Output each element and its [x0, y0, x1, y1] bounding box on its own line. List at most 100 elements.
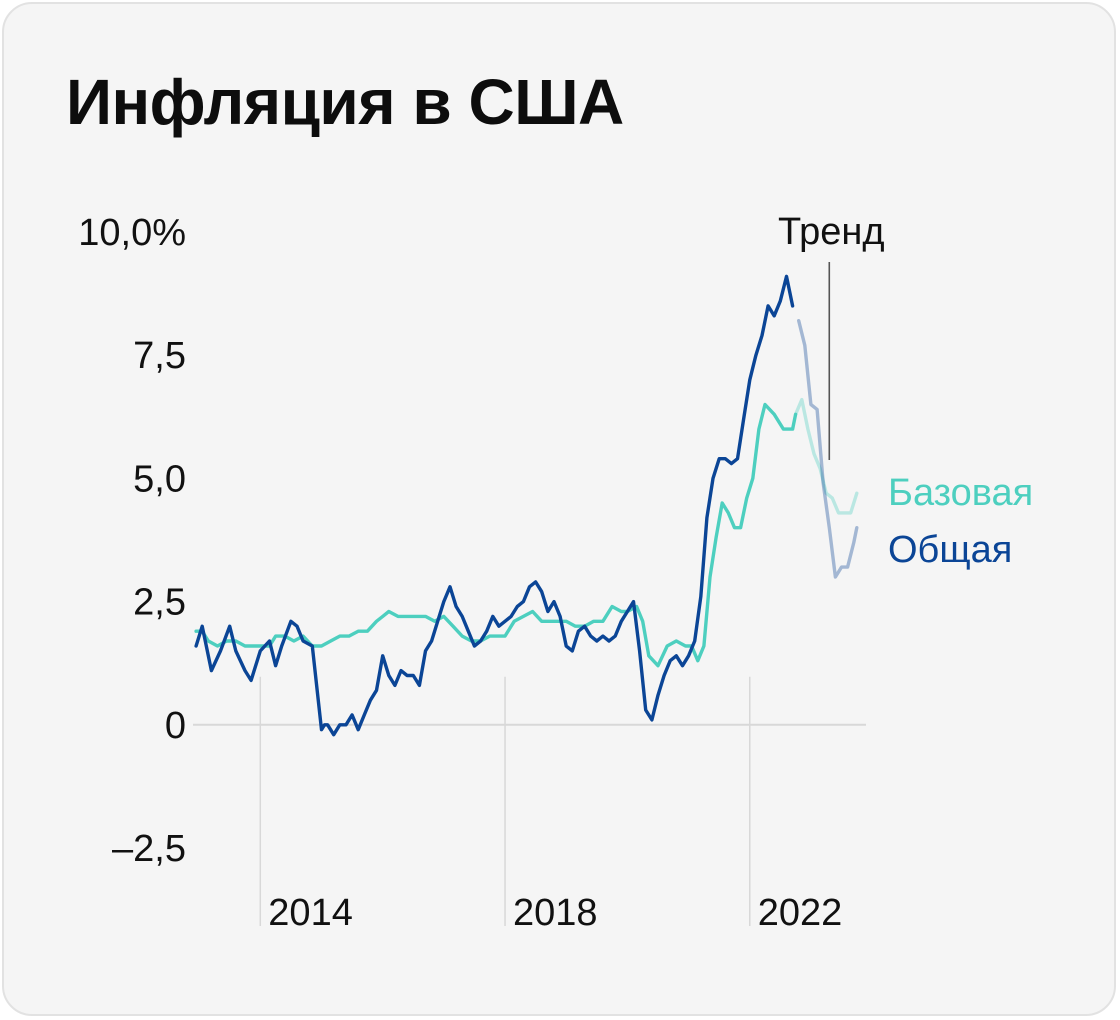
data-point-headline — [290, 620, 292, 622]
data-point-headline — [250, 679, 252, 681]
y-tick-label: –2,5 — [112, 828, 186, 870]
data-point-headline — [210, 669, 212, 671]
data-point-headline — [449, 586, 451, 588]
gridlines — [193, 676, 866, 926]
data-point-headline — [755, 354, 757, 356]
data-point-headline — [333, 734, 335, 736]
data-point-headline — [700, 596, 702, 598]
data-point-headline — [657, 694, 659, 696]
data-point-headline — [767, 305, 769, 307]
data-point-core — [831, 497, 833, 499]
data-point-headline — [742, 418, 744, 420]
data-point-headline — [418, 684, 420, 686]
data-point-core — [489, 635, 491, 637]
x-axis-ticks: 2014 2018 2022 — [268, 892, 842, 934]
data-point-headline — [602, 635, 604, 637]
data-point-core — [434, 620, 436, 622]
series-trend-line-core — [793, 397, 859, 515]
data-point-core — [794, 413, 796, 415]
data-point-core — [574, 625, 576, 627]
data-point-headline — [492, 615, 494, 617]
data-point-headline — [479, 640, 481, 642]
series-lines — [194, 274, 859, 737]
data-point-core — [773, 413, 775, 415]
data-point-headline — [706, 517, 708, 519]
data-point-headline — [712, 477, 714, 479]
data-point-headline — [516, 605, 518, 607]
data-point-core — [348, 635, 350, 637]
data-point-core — [531, 610, 533, 612]
series-trend-line-headline — [797, 319, 859, 579]
data-point-core — [791, 428, 793, 430]
data-point-core — [339, 635, 341, 637]
data-point-headline — [424, 650, 426, 652]
data-point-headline — [326, 724, 328, 726]
data-point-headline — [412, 674, 414, 676]
data-point-core — [415, 615, 417, 617]
data-point-headline — [590, 635, 592, 637]
data-point-headline — [828, 527, 830, 529]
data-point-core — [764, 403, 766, 405]
data-point-headline — [816, 408, 818, 410]
series-line-headline — [194, 274, 795, 737]
data-point-core — [856, 492, 858, 494]
trend-label: Тренд — [778, 211, 885, 253]
data-point-headline — [730, 462, 732, 464]
data-point-core — [274, 635, 276, 637]
data-point-headline — [840, 566, 842, 568]
data-point-headline — [791, 305, 793, 307]
data-point-core — [657, 665, 659, 667]
y-tick-label: 0 — [165, 705, 186, 747]
data-point-core — [424, 615, 426, 617]
data-point-headline — [534, 581, 536, 583]
data-point-headline — [626, 610, 628, 612]
data-point-headline — [406, 674, 408, 676]
y-tick-label: 10,0% — [78, 212, 186, 254]
data-point-headline — [798, 320, 800, 322]
data-point-core — [565, 620, 567, 622]
data-point-headline — [504, 620, 506, 622]
data-point-headline — [553, 600, 555, 602]
data-point-headline — [528, 586, 530, 588]
data-point-headline — [455, 605, 457, 607]
data-point-headline — [822, 482, 824, 484]
data-point-core — [259, 645, 261, 647]
data-point-headline — [632, 600, 634, 602]
legend-label-core: Базовая — [888, 472, 1033, 514]
data-point-core — [675, 640, 677, 642]
data-point-headline — [522, 600, 524, 602]
data-point-headline — [235, 650, 237, 652]
data-point-headline — [259, 650, 261, 652]
data-point-headline — [620, 620, 622, 622]
data-point-headline — [675, 655, 677, 657]
data-point-core — [293, 640, 295, 642]
data-point-core — [452, 625, 454, 627]
data-point-headline — [583, 625, 585, 627]
data-point-headline — [363, 714, 365, 716]
x-tick-label: 2018 — [513, 892, 598, 934]
chart-title: Инфляция в США — [66, 66, 624, 138]
data-point-core — [397, 615, 399, 617]
data-point-core — [406, 615, 408, 617]
x-tick-label: 2022 — [758, 892, 843, 934]
data-point-core — [244, 645, 246, 647]
data-point-headline — [638, 650, 640, 652]
data-point-core — [461, 635, 463, 637]
data-point-headline — [357, 729, 359, 731]
data-point-core — [513, 620, 515, 622]
data-point-core — [375, 620, 377, 622]
data-point-core — [593, 620, 595, 622]
data-point-core — [443, 615, 445, 617]
data-point-core — [850, 512, 852, 514]
data-point-core — [648, 655, 650, 657]
data-point-headline — [724, 458, 726, 460]
data-point-headline — [810, 403, 812, 405]
data-point-headline — [229, 625, 231, 627]
data-point-core — [807, 428, 809, 430]
data-point-core — [522, 615, 524, 617]
data-point-headline — [467, 630, 469, 632]
data-point-headline — [687, 655, 689, 657]
data-point-headline — [281, 645, 283, 647]
data-point-core — [195, 630, 197, 632]
